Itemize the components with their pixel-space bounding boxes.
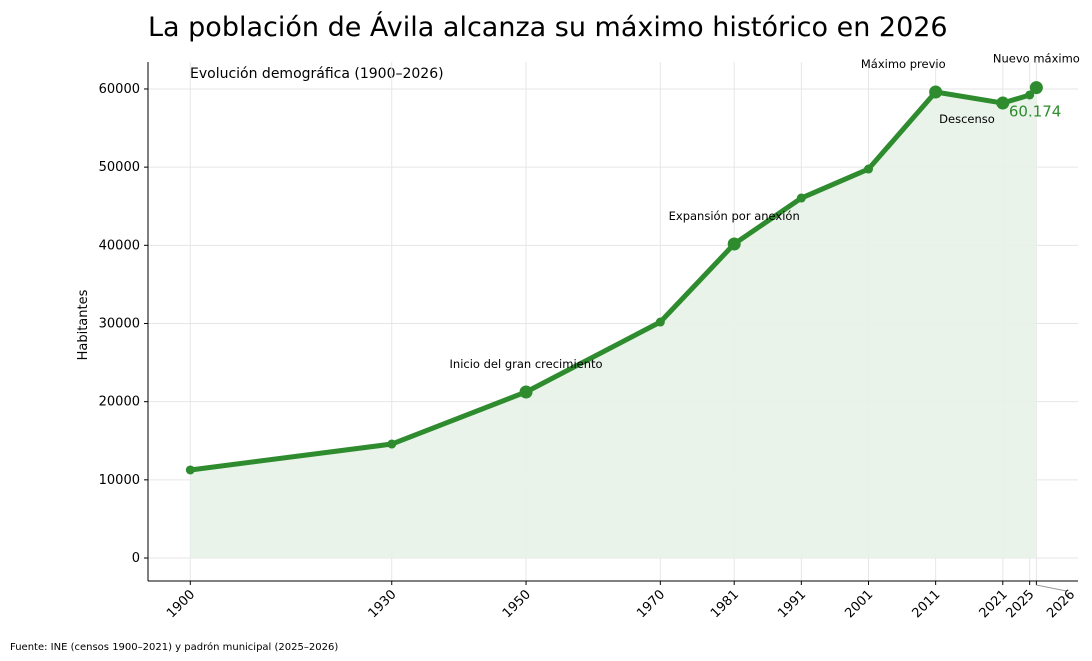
data-point [1025, 90, 1035, 100]
y-tick-label: 40000 [99, 238, 140, 253]
data-point [796, 193, 806, 203]
x-tick-label: 2025 [1003, 587, 1037, 621]
x-tick-label: 1991 [775, 587, 809, 621]
highlight-point [996, 96, 1010, 110]
chart-title: La población de Ávila alcanza su máximo … [148, 11, 948, 43]
annotation-label: Máximo previo [861, 57, 946, 71]
y-tick-label: 30000 [99, 316, 140, 331]
y-tick-label: 50000 [99, 160, 140, 175]
highlight-point [1029, 81, 1043, 95]
annotation-label: Descenso [939, 112, 995, 126]
y-tick-label: 60000 [99, 82, 140, 97]
x-tick-label: 1981 [708, 587, 742, 621]
annotation-label: Inicio del gran crecimiento [450, 357, 603, 371]
x-tick-label: 2001 [842, 587, 876, 621]
data-point [387, 439, 397, 449]
annotation-label: Nuevo máximo [993, 52, 1080, 66]
data-point [185, 465, 195, 475]
x-tick-label: 2026 [1044, 587, 1078, 621]
x-tick-label: 2011 [909, 587, 943, 621]
highlight-point [519, 385, 533, 399]
x-tick-label: 1970 [634, 587, 668, 621]
y-axis-label: Habitantes [76, 289, 91, 360]
x-tick-leader [1036, 584, 1067, 592]
area-fill [190, 87, 1037, 559]
y-tick-label: 0 [132, 551, 140, 566]
y-tick-label: 20000 [99, 395, 140, 410]
highlight-point [727, 237, 741, 251]
x-tick-label: 1950 [500, 587, 534, 621]
x-tick-label: 1900 [164, 587, 198, 621]
x-tick-label: 2021 [977, 587, 1011, 621]
y-tick-label: 10000 [99, 473, 140, 488]
value-label: 60.174 [1009, 103, 1062, 121]
annotation-label: Expansión por anexión [669, 209, 800, 223]
source-note: Fuente: INE (censos 1900–2021) y padrón … [10, 641, 338, 653]
data-point [655, 317, 665, 327]
highlight-point [929, 85, 943, 99]
x-tick-label: 1930 [366, 587, 400, 621]
data-point [863, 164, 873, 174]
chart-subtitle: Evolución demográfica (1900–2026) [190, 66, 444, 82]
